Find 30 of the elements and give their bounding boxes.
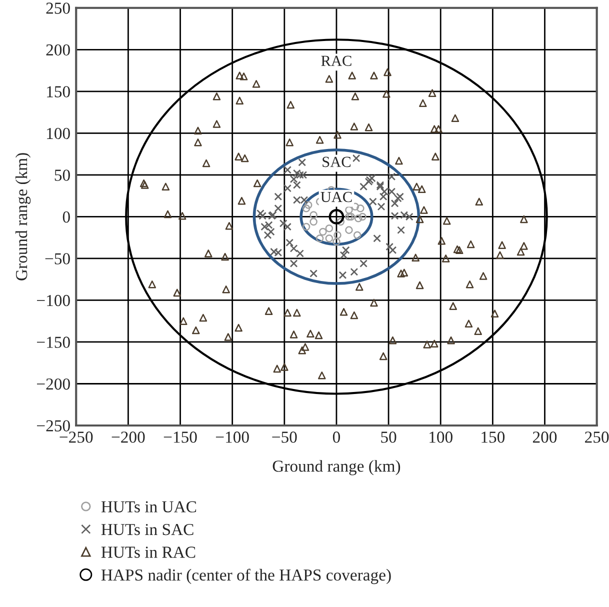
y-tick-label: −50 bbox=[45, 253, 70, 264]
annotation: SAC bbox=[322, 156, 350, 168]
y-tick-label: 0 bbox=[62, 211, 70, 223]
y-tick-label: −100 bbox=[37, 294, 70, 306]
x-tick-label: 200 bbox=[532, 432, 557, 443]
x-tick-label: 0 bbox=[332, 432, 340, 443]
x-tick-label: 250 bbox=[585, 432, 609, 443]
x-tick-label: −150 bbox=[164, 432, 197, 443]
annotation: UAC bbox=[320, 192, 352, 202]
x-axis-title: Ground range (km) bbox=[272, 460, 400, 476]
x-tick-label: 100 bbox=[430, 432, 452, 443]
legend-label: HAPS nadir (center of the HAPS coverage) bbox=[101, 568, 391, 584]
legend-label: HUTs in SAC bbox=[101, 524, 194, 536]
y-tick-label: 100 bbox=[47, 128, 70, 140]
x-tick-label: 150 bbox=[482, 432, 505, 443]
y-tick-label: −250 bbox=[37, 420, 70, 432]
y-tick-label: 50 bbox=[54, 170, 70, 181]
x-tick-label: 50 bbox=[381, 432, 396, 443]
y-tick-label: 200 bbox=[46, 44, 70, 56]
x-tick-label: −100 bbox=[216, 432, 249, 443]
y-tick-label: −150 bbox=[37, 336, 70, 348]
annotation: RAC bbox=[321, 56, 352, 66]
x-tick-label: −50 bbox=[272, 432, 297, 443]
y-tick-label: 150 bbox=[47, 86, 70, 98]
legend-label: HUTs in UAC bbox=[101, 501, 196, 512]
y-tick-label: −200 bbox=[37, 378, 70, 390]
legend-label: HUTs in RAC bbox=[101, 546, 196, 558]
x-tick-label: −200 bbox=[112, 432, 145, 443]
y-axis-title: Ground range (km) bbox=[15, 153, 31, 280]
y-tick-label: 250 bbox=[46, 2, 70, 14]
